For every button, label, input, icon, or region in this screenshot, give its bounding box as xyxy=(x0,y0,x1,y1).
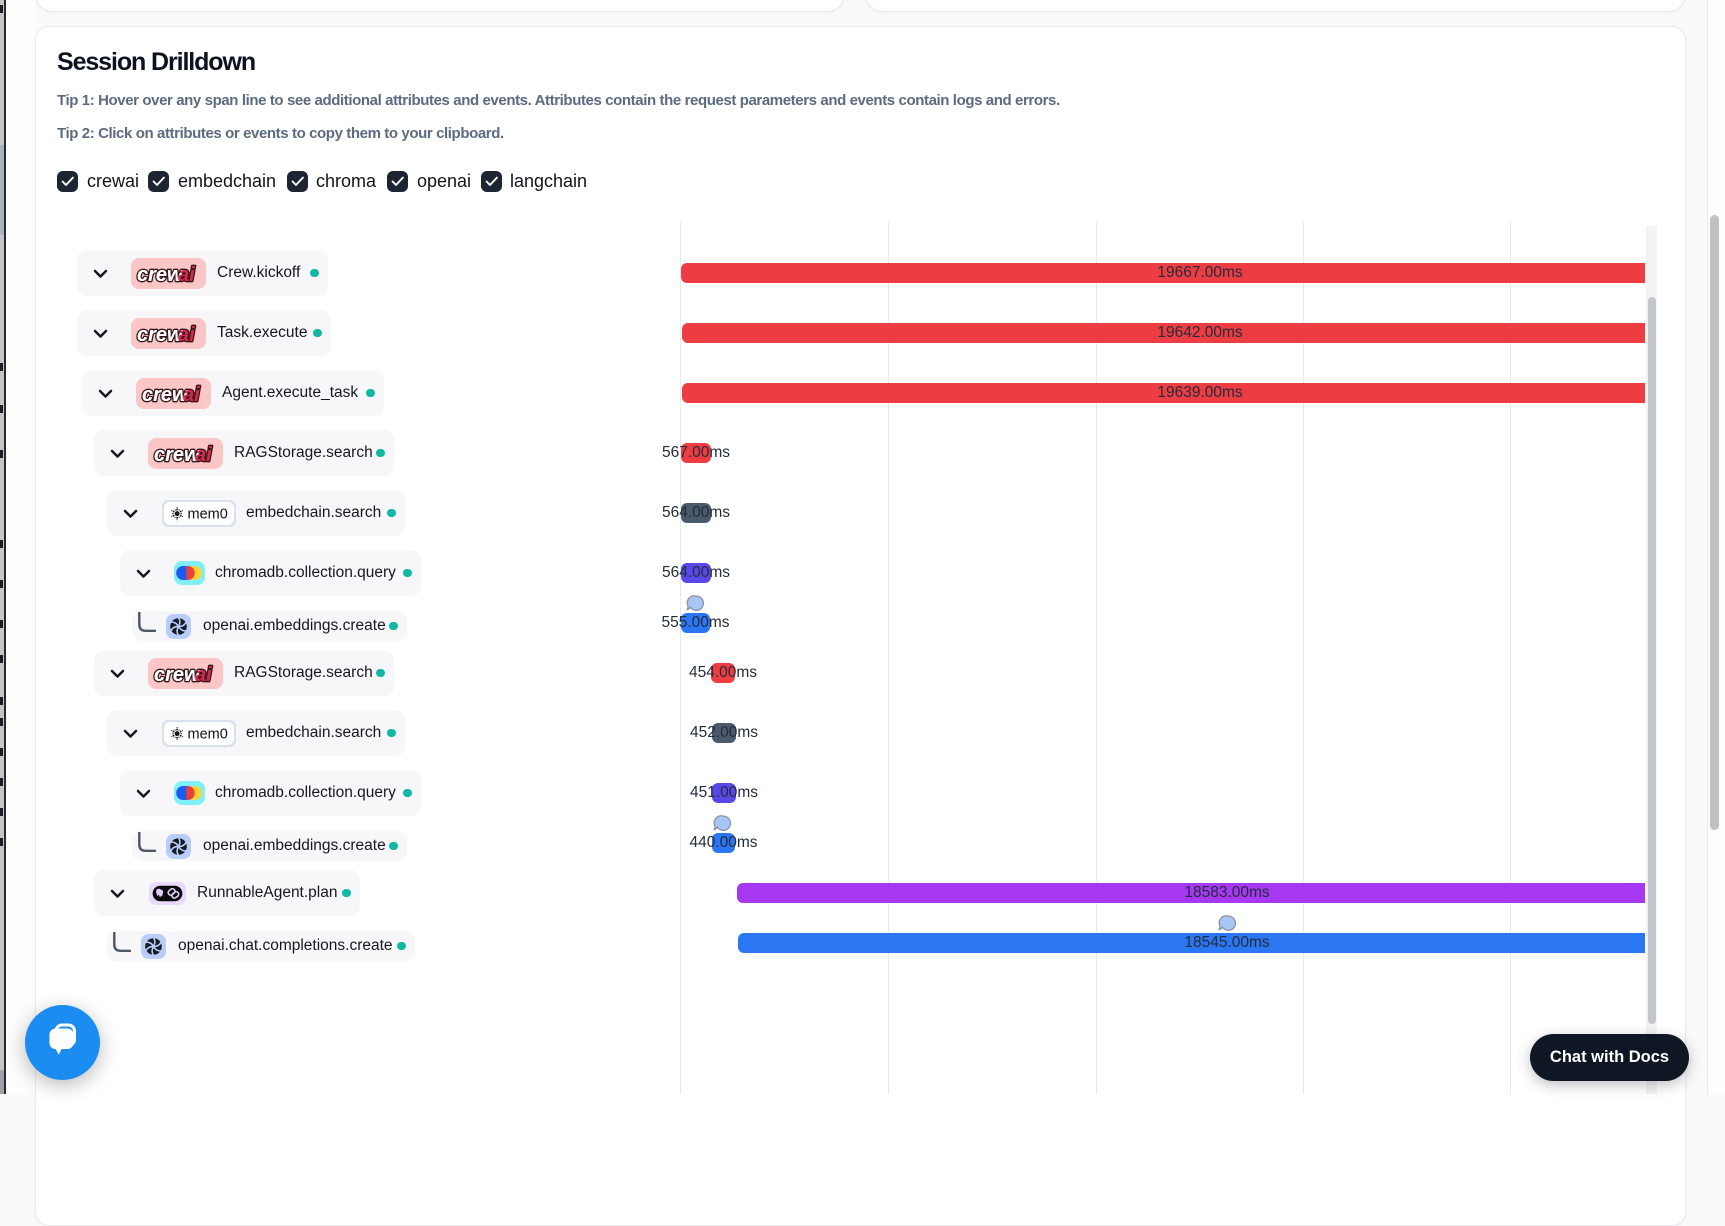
svg-text:crew: crew xyxy=(137,264,184,286)
svg-text:ai: ai xyxy=(183,384,200,406)
svg-text:ai: ai xyxy=(178,264,195,286)
svg-text:crew: crew xyxy=(154,664,201,686)
svg-text:ai: ai xyxy=(195,664,212,686)
svg-text:mem0: mem0 xyxy=(188,506,228,522)
svg-text:ai: ai xyxy=(178,324,195,346)
svg-text:crew: crew xyxy=(137,264,184,286)
svg-text:ai: ai xyxy=(178,324,195,346)
svg-text:crew: crew xyxy=(142,384,189,406)
svg-text:ai: ai xyxy=(195,444,212,466)
svg-text:crew: crew xyxy=(142,384,189,406)
svg-text:ai: ai xyxy=(178,264,195,286)
svg-text:crew: crew xyxy=(154,664,201,686)
svg-text:crew: crew xyxy=(137,324,184,346)
svg-text:crew: crew xyxy=(154,444,201,466)
svg-text:mem0: mem0 xyxy=(188,726,228,742)
svg-text:ai: ai xyxy=(195,664,212,686)
svg-text:ai: ai xyxy=(183,384,200,406)
svg-text:crew: crew xyxy=(137,324,184,346)
svg-text:ai: ai xyxy=(195,444,212,466)
svg-text:crew: crew xyxy=(154,444,201,466)
